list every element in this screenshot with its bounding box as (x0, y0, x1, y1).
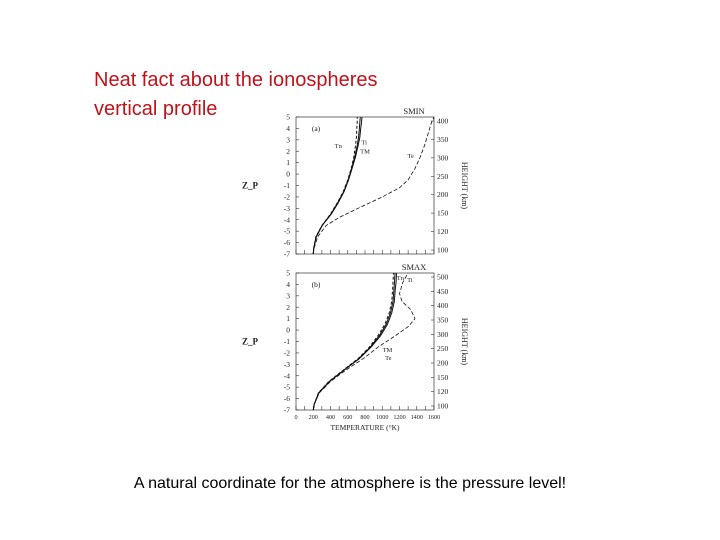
panel-2-x-tick-label: 800 (360, 414, 369, 421)
panel-1-height-tick-label: 300 (437, 153, 449, 162)
panel-2-x-tick-label: 1600 (428, 414, 440, 421)
panel-2-zp-tick-label: -2 (284, 348, 290, 357)
panel-2-zp-tick-label: -7 (284, 406, 290, 415)
panel-2-zp-tick-label: -6 (284, 394, 290, 403)
panel-1-zp-tick-label: 2 (286, 147, 290, 156)
panel-2-zp-tick-label: -5 (284, 383, 290, 392)
panel-2-height-tick-label: 350 (437, 316, 449, 325)
panel-1-panel-label: (a) (312, 124, 321, 133)
panel-2-zp-tick-label: 5 (286, 269, 290, 278)
panel-1-height-tick-label: 150 (437, 209, 449, 218)
panel-1-ylabel-left: Z_P (242, 181, 259, 191)
panel-1-zp-tick-label: 0 (286, 170, 290, 179)
panel-2-frame (295, 272, 435, 411)
slide-title: Neat fact about the ionospheres vertical… (94, 66, 424, 124)
panel-2-height-tick-label: 120 (437, 387, 449, 396)
panel-1-height-tick-label: 200 (437, 190, 449, 199)
panel-2-x-tick-label: 1000 (376, 414, 388, 421)
panel-1-ylabel-right: HEIGHT (km) (460, 162, 469, 210)
panel-1-zp-tick-label: -4 (284, 215, 290, 224)
panel-2-series-label: Te (385, 355, 392, 362)
panel-2-zp-tick-label: 2 (286, 303, 290, 312)
panel-2-x-tick-label: 1400 (411, 414, 423, 421)
panel-2-zp-tick-label: 3 (286, 291, 290, 300)
panel-1-zp-tick-label: 4 (286, 124, 290, 133)
panel-2-title: SMAX (402, 262, 427, 272)
panel-2-height-tick-label: 250 (437, 344, 449, 353)
panel-2-zp-tick-label: -1 (284, 337, 290, 346)
temperature-profile-figure: 543210-1-2-3-4-5-6-740035030025020015012… (242, 106, 469, 432)
panel-2-height-tick-label: 150 (437, 373, 449, 382)
panel-1-series-label: Tn (335, 143, 343, 150)
panel-2-height-tick-label: 100 (437, 402, 449, 411)
panel-2-series-label: TM (383, 347, 393, 354)
panel-2-height-tick-label: 500 (437, 273, 449, 282)
panel-1-series-label: Ti (361, 139, 367, 146)
panel-1-series-label: Te (408, 153, 415, 160)
panel-1-zp-tick-label: -1 (284, 181, 290, 190)
panel-2-series-label: Tn (397, 275, 405, 282)
panel-2-x-tick-label: 1200 (393, 414, 405, 421)
panel-2-zp-tick-label: 4 (286, 280, 290, 289)
panel-2-zp-tick-label: 1 (286, 314, 290, 323)
panel-1-zp-tick-label: 1 (286, 158, 290, 167)
panel-2-zp-tick-label: -4 (284, 371, 290, 380)
panel-2-x-tick-label: 0 (294, 414, 297, 421)
panel-1-series-label: TM (360, 149, 370, 156)
panel-1-height-tick-label: 100 (437, 246, 449, 255)
panel-2-x-tick-label: 400 (326, 414, 335, 421)
panel-1-zp-tick-label: -3 (284, 204, 290, 213)
panel-2-series-label: Ti (407, 277, 413, 284)
slide-title-line-1: Neat fact about the ionospheres (94, 69, 378, 91)
panel-1-height-tick-label: 250 (437, 172, 449, 181)
panel-2-ylabel-right: HEIGHT (km) (460, 318, 469, 366)
panel-2-ylabel-left: Z_P (242, 337, 259, 347)
panel-1-series-line (312, 116, 363, 255)
panel-1-zp-tick-label: -7 (284, 250, 290, 259)
slide-title-line-2: vertical profile (94, 98, 218, 120)
panel-2-height-tick-label: 450 (437, 287, 449, 296)
panel-1-title: SMIN (403, 106, 424, 116)
panel-2-x-tick-label: 600 (343, 414, 352, 421)
panel-1-zp-tick-label: -5 (284, 227, 290, 236)
panel-1-series-line (312, 116, 435, 255)
panel-2-x-tick-label: 200 (309, 414, 318, 421)
panel-1-frame (295, 116, 435, 255)
panel-2-zp-tick-label: 0 (286, 326, 290, 335)
panel-1-zp-tick-label: -2 (284, 192, 290, 201)
panel-1-height-tick-label: 350 (437, 135, 449, 144)
panel-2-height-tick-label: 400 (437, 301, 449, 310)
panel-2-height-tick-label: 300 (437, 330, 449, 339)
panel-2-height-tick-label: 200 (437, 359, 449, 368)
panel-1-zp-tick-label: 5 (286, 113, 290, 122)
panel-1-zp-tick-label: 3 (286, 135, 290, 144)
panel-2-series-line (312, 272, 397, 411)
panel-1-series-line (312, 116, 361, 255)
panel-2-zp-tick-label: -3 (284, 360, 290, 369)
panel-2-series-line (312, 272, 416, 411)
panel-1-height-tick-label: 400 (437, 117, 449, 126)
panel-2-series-line (312, 272, 394, 411)
panel-2-series-line (312, 272, 396, 411)
panel-1-height-tick-label: 120 (437, 227, 449, 236)
panel-1-zp-tick-label: -6 (284, 238, 290, 247)
panel-2-panel-label: (b) (312, 280, 321, 289)
slide-caption: A natural coordinate for the atmosphere … (133, 475, 567, 492)
panel-2-xlabel: TEMPERATURE (°K) (330, 423, 400, 432)
